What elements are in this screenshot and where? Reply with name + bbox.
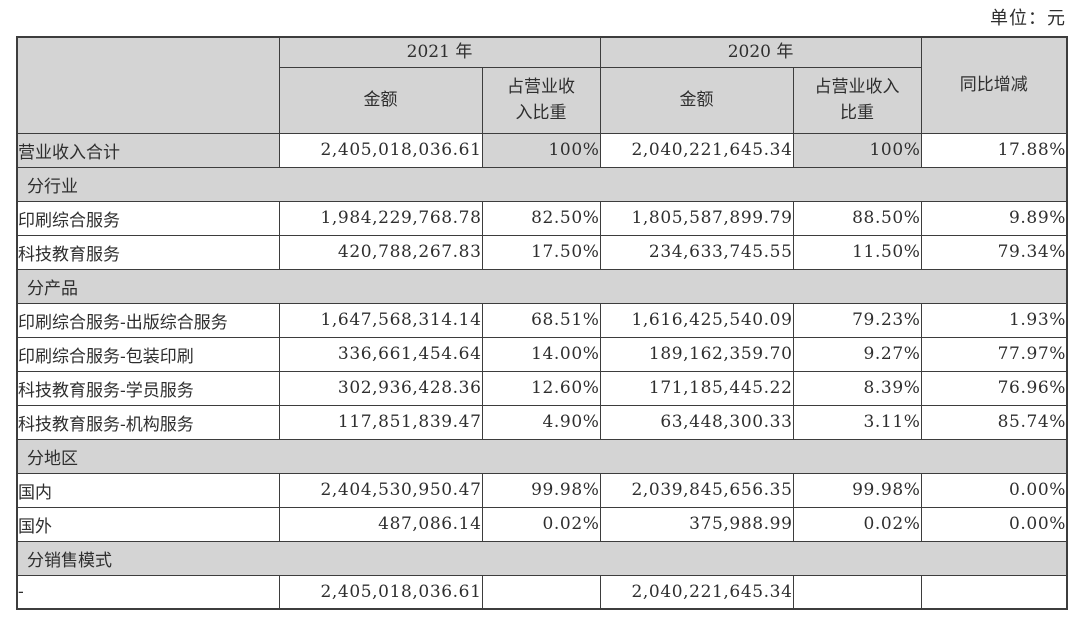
table-row-printing-services: 印刷综合服务 1,984,229,768.78 82.50% 1,805,587…	[16, 200, 1068, 236]
amount-2020: 375,988.99	[599, 506, 794, 542]
amount-2021: 1,647,568,314.14	[278, 302, 483, 338]
section-label: 分销售模式	[16, 540, 1068, 576]
yoy-value: 17.88%	[920, 132, 1068, 168]
table-row-domestic: 国内 2,404,530,950.47 99.98% 2,039,845,656…	[16, 472, 1068, 508]
amount-2020: 2,039,845,656.35	[599, 472, 794, 508]
amount-2021: 2,405,018,036.61	[278, 132, 483, 168]
ratio-2021: 99.98%	[481, 472, 601, 508]
row-label: 营业收入合计	[16, 132, 280, 168]
table-row-publishing-services: 印刷综合服务-出版综合服务 1,647,568,314.14 68.51% 1,…	[16, 302, 1068, 338]
header-ratio-2021: 占营业收 入比重	[481, 66, 601, 134]
table-row-institution-services: 科技教育服务-机构服务 117,851,839.47 4.90% 63,448,…	[16, 404, 1068, 440]
amount-2020: 171,185,445.22	[599, 370, 794, 406]
amount-2021: 336,661,454.64	[278, 336, 483, 372]
amount-2020: 1,805,587,899.79	[599, 200, 794, 236]
row-label: 科技教育服务-机构服务	[16, 404, 280, 440]
ratio-2020	[792, 574, 922, 610]
ratio-2021: 68.51%	[481, 302, 601, 338]
amount-2020: 1,616,425,540.09	[599, 302, 794, 338]
section-label: 分地区	[16, 438, 1068, 474]
ratio-2021: 14.00%	[481, 336, 601, 372]
yoy-value: 0.00%	[920, 506, 1068, 542]
yoy-value: 9.89%	[920, 200, 1068, 236]
ratio-2020: 88.50%	[792, 200, 922, 236]
table-row-total-revenue: 营业收入合计 2,405,018,036.61 100% 2,040,221,6…	[16, 132, 1068, 168]
ratio-2021: 4.90%	[481, 404, 601, 440]
row-label: 国内	[16, 472, 280, 508]
table-row-overseas: 国外 487,086.14 0.02% 375,988.99 0.02% 0.0…	[16, 506, 1068, 542]
row-label: 印刷综合服务	[16, 200, 280, 236]
amount-2021: 1,984,229,768.78	[278, 200, 483, 236]
row-label: 国外	[16, 506, 280, 542]
yoy-value: 76.96%	[920, 370, 1068, 406]
ratio-2021: 0.02%	[481, 506, 601, 542]
ratio-2020: 11.50%	[792, 234, 922, 270]
amount-2020: 2,040,221,645.34	[599, 574, 794, 610]
yoy-value: 1.93%	[920, 302, 1068, 338]
ratio-2020: 9.27%	[792, 336, 922, 372]
section-row-by-industry: 分行业	[16, 166, 1068, 202]
row-label: 印刷综合服务-出版综合服务	[16, 302, 280, 338]
amount-2021: 2,405,018,036.61	[278, 574, 483, 610]
table-row-student-services: 科技教育服务-学员服务 302,936,428.36 12.60% 171,18…	[16, 370, 1068, 406]
header-year-2021: 2021 年	[278, 36, 601, 68]
ratio-2020: 8.39%	[792, 370, 922, 406]
yoy-value: 85.74%	[920, 404, 1068, 440]
amount-2020: 63,448,300.33	[599, 404, 794, 440]
amount-2021: 487,086.14	[278, 506, 483, 542]
ratio-2020: 0.02%	[792, 506, 922, 542]
section-label: 分产品	[16, 268, 1068, 304]
header-row-metrics: 金额 占营业收 入比重 金额 占营业收入 比重	[17, 66, 1067, 134]
revenue-breakdown-table: 2021 年 2020 年 同比增减 金额 占营业收 入比重 金额 占营业收入 …	[16, 36, 1069, 610]
ratio-2020: 3.11%	[792, 404, 922, 440]
ratio-2021: 12.60%	[481, 370, 601, 406]
section-row-by-sales-mode: 分销售模式	[16, 540, 1068, 576]
header-amount-2020: 金额	[599, 66, 794, 134]
amount-2021: 117,851,839.47	[278, 404, 483, 440]
header-ratio-2020: 占营业收入 比重	[792, 66, 922, 134]
section-row-by-region: 分地区	[16, 438, 1068, 474]
unit-label: 单位：元	[990, 8, 1066, 29]
amount-2020: 234,633,745.55	[599, 234, 794, 270]
section-row-by-product: 分产品	[16, 268, 1068, 304]
ratio-2021: 100%	[481, 132, 601, 168]
table-row-tech-education-services: 科技教育服务 420,788,267.83 17.50% 234,633,745…	[16, 234, 1068, 270]
ratio-2021	[481, 574, 601, 610]
row-label: 印刷综合服务-包装印刷	[16, 336, 280, 372]
yoy-value: 77.97%	[920, 336, 1068, 372]
ratio-2020: 100%	[792, 132, 922, 168]
amount-2021: 2,404,530,950.47	[278, 472, 483, 508]
table-row-packaging-printing: 印刷综合服务-包装印刷 336,661,454.64 14.00% 189,16…	[16, 336, 1068, 372]
ratio-2021: 17.50%	[481, 234, 601, 270]
amount-2020: 2,040,221,645.34	[599, 132, 794, 168]
amount-2020: 189,162,359.70	[599, 336, 794, 372]
section-label: 分行业	[16, 166, 1068, 202]
amount-2021: 302,936,428.36	[278, 370, 483, 406]
yoy-value: 79.34%	[920, 234, 1068, 270]
ratio-2021: 82.50%	[481, 200, 601, 236]
table-row-sales-mode-dash: - 2,405,018,036.61 2,040,221,645.34	[16, 574, 1068, 610]
ratio-2020: 99.98%	[792, 472, 922, 508]
row-label: 科技教育服务-学员服务	[16, 370, 280, 406]
header-amount-2021: 金额	[278, 66, 483, 134]
header-yoy-change: 同比增减	[920, 36, 1068, 134]
yoy-value: 0.00%	[920, 472, 1068, 508]
header-empty-corner	[16, 36, 280, 134]
yoy-value	[920, 574, 1068, 610]
row-label: 科技教育服务	[16, 234, 280, 270]
ratio-2020: 79.23%	[792, 302, 922, 338]
amount-2021: 420,788,267.83	[278, 234, 483, 270]
header-row-years: 2021 年 2020 年 同比增减	[16, 36, 1068, 134]
row-label: -	[16, 574, 280, 610]
header-year-2020: 2020 年	[599, 36, 922, 68]
